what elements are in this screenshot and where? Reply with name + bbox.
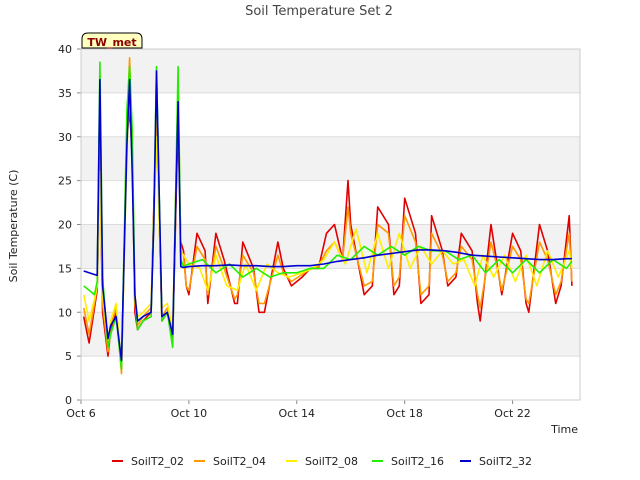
- y-tick-label: 40: [58, 43, 72, 56]
- tw-met-badge: TW_met: [81, 32, 143, 49]
- y-tick-label: 10: [58, 306, 72, 319]
- y-tick-label: 5: [65, 350, 72, 363]
- y-tick-label: 20: [58, 219, 72, 232]
- y-tick-label: 25: [58, 175, 72, 188]
- y-tick-label: 30: [58, 131, 72, 144]
- y-axis-ticks: 0 5 10 15 20 25 30 35 40: [58, 43, 81, 407]
- x-axis-label: Time: [550, 423, 578, 436]
- y-tick-label: 15: [58, 262, 72, 275]
- x-tick-label: Oct 22: [494, 407, 531, 420]
- y-axis-label: Soil Temperature (C): [7, 170, 20, 283]
- chart-title: Soil Temperature Set 2: [245, 4, 393, 19]
- legend-label: SoilT2_02: [131, 455, 184, 468]
- series-layer: [82, 56, 573, 375]
- x-tick-label: Oct 14: [279, 407, 316, 420]
- x-tick-label: Oct 6: [66, 407, 96, 420]
- legend-label: SoilT2_08: [305, 455, 358, 468]
- legend-label: SoilT2_16: [391, 455, 444, 468]
- legend-item-soilt2_04: SoilT2_04: [194, 455, 266, 468]
- x-tick-label: Oct 18: [386, 407, 423, 420]
- legend-label: SoilT2_04: [213, 455, 266, 468]
- legend-item-soilt2_16: SoilT2_16: [372, 455, 444, 468]
- legend-item-soilt2_02: SoilT2_02: [112, 455, 184, 468]
- plot-band: [81, 49, 580, 93]
- legend: SoilT2_02 SoilT2_04 SoilT2_08 SoilT2_16 Soil…: [112, 455, 532, 468]
- y-tick-label: 35: [58, 87, 72, 100]
- plot-band: [81, 312, 580, 357]
- badge-shape: [81, 32, 143, 49]
- plot-bands: [81, 49, 580, 357]
- series-line-soilt2_32: [83, 70, 572, 362]
- plot-frame: [80, 48, 581, 401]
- plot-band: [81, 136, 580, 181]
- y-tick-label: 0: [65, 394, 72, 407]
- legend-label: SoilT2_32: [479, 455, 532, 468]
- badge-text: TW_met: [87, 36, 136, 49]
- legend-item-soilt2_08: SoilT2_08: [286, 455, 358, 468]
- x-axis-ticks: Oct 6 Oct 10 Oct 14 Oct 18 Oct 22: [66, 400, 531, 420]
- x-tick-label: Oct 10: [171, 407, 208, 420]
- legend-item-soilt2_32: SoilT2_32: [460, 455, 532, 468]
